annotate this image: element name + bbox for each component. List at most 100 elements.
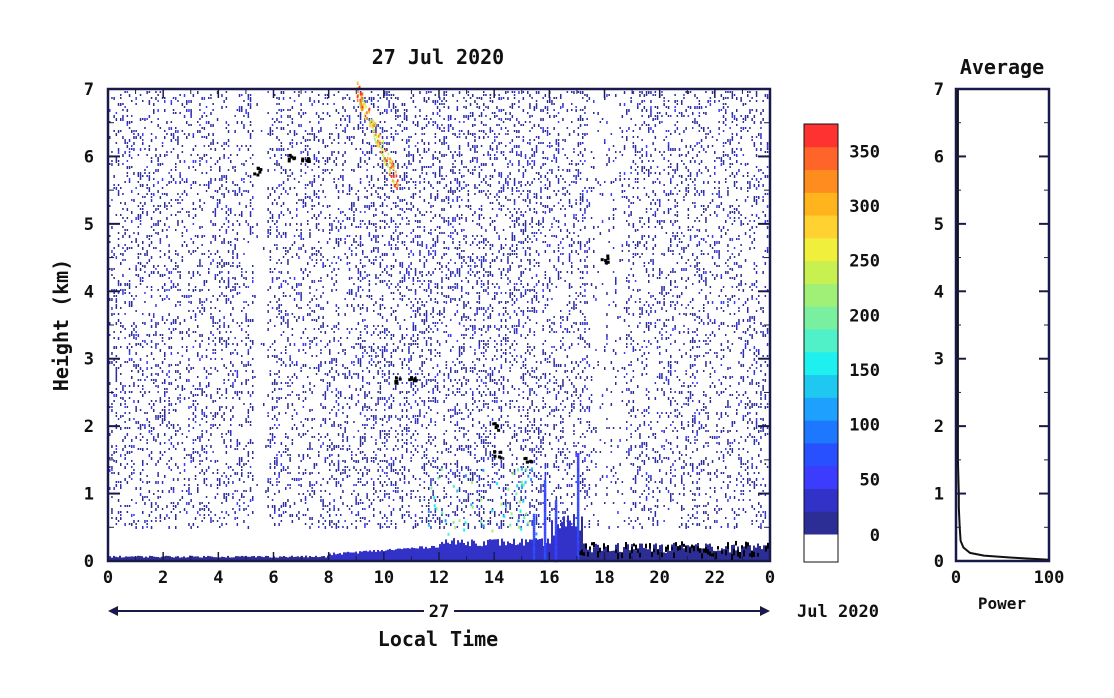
heatmap-cell: [278, 472, 280, 475]
heatmap-cell: [386, 448, 388, 450]
heatmap-cell: [269, 217, 272, 219]
heatmap-cell: [355, 469, 357, 471]
heatmap-cell: [230, 154, 232, 156]
heatmap-cell: [430, 184, 432, 187]
heatmap-cell: [225, 445, 228, 448]
heatmap-cell: [324, 331, 327, 334]
heatmap-cell: [203, 508, 206, 511]
heatmap-cell: [150, 271, 153, 274]
heatmap-cell: [276, 301, 278, 303]
heatmap-cell: [148, 244, 151, 247]
heatmap-cell: [439, 214, 441, 217]
heatmap-cell: [362, 130, 364, 133]
heatmap-cell: [445, 430, 448, 432]
heatmap-cell: [452, 232, 454, 234]
heatmap-cell: [450, 301, 452, 303]
heatmap-cell: [364, 205, 366, 208]
heatmap-cell: [362, 370, 364, 372]
heatmap-cell: [432, 310, 434, 313]
heatmap-cell: [381, 235, 384, 237]
heatmap-cell: [370, 193, 373, 196]
heatmap-cell: [201, 433, 203, 436]
heatmap-cell: [401, 517, 404, 519]
heatmap-cell: [269, 439, 272, 442]
heatmap-cell: [109, 466, 111, 468]
heatmap-cell: [232, 406, 234, 409]
heatmap-cell: [210, 148, 212, 150]
heatmap-cell: [269, 370, 272, 372]
heatmap-cell: [342, 502, 344, 505]
heatmap-cell: [318, 250, 320, 253]
heatmap-cell: [247, 94, 250, 97]
heatmap-cell: [359, 112, 362, 115]
heatmap-cell: [333, 523, 335, 525]
heatmap-cell: [214, 190, 217, 192]
heatmap-cell: [225, 121, 228, 124]
heatmap-cell: [351, 253, 353, 256]
heatmap-cell: [192, 346, 195, 348]
heatmap-cell: [366, 100, 368, 103]
heatmap-cell: [384, 514, 386, 517]
heatmap-cell: [278, 184, 280, 187]
heatmap-cell: [109, 433, 111, 436]
heatmap-cell: [153, 379, 155, 381]
heatmap-cell: [267, 289, 269, 291]
heatmap-cell: [337, 328, 340, 330]
heatmap-cell: [223, 364, 225, 367]
heatmap-cell: [247, 409, 250, 412]
heatmap-cell: [386, 349, 388, 352]
heatmap-cell: [212, 319, 214, 322]
heatmap-cell: [113, 253, 115, 256]
heatmap-cell: [335, 394, 338, 397]
heatmap-cell: [139, 358, 142, 361]
heatmap-cell: [192, 181, 195, 184]
heatmap-cell: [293, 502, 296, 505]
heatmap-cell: [122, 226, 124, 228]
heatmap-cell: [139, 253, 142, 255]
heatmap-cell: [428, 142, 430, 145]
heatmap-cell: [170, 331, 173, 334]
heatmap-cell: [197, 394, 199, 396]
heatmap-cell: [390, 415, 393, 418]
heatmap-cell: [447, 115, 450, 118]
heatmap-cell: [432, 163, 434, 166]
heatmap-cell: [392, 163, 395, 166]
heatmap-cell: [278, 388, 280, 390]
heatmap-cell: [256, 484, 258, 486]
heatmap-cell: [375, 364, 377, 367]
heatmap-cell: [278, 451, 280, 453]
heatmap-cell: [386, 421, 388, 423]
heatmap-cell: [302, 349, 305, 351]
heatmap-cell: [120, 289, 122, 291]
heatmap-cell: [357, 268, 360, 271]
heatmap-cell: [113, 313, 115, 315]
heatmap-cell: [397, 196, 399, 199]
heatmap-cell: [397, 283, 399, 286]
heatmap-cell: [157, 124, 159, 127]
heatmap-cell: [175, 163, 177, 165]
heatmap-cell: [115, 427, 118, 429]
heatmap-cell: [175, 514, 177, 517]
heatmap-cell: [245, 319, 247, 322]
heatmap-cell: [267, 112, 269, 114]
heatmap-cell: [417, 379, 419, 381]
heatmap-cell: [223, 295, 225, 297]
heatmap-cell: [232, 307, 234, 310]
heatmap-cell: [425, 448, 428, 451]
heatmap-cell: [205, 355, 208, 358]
heatmap-cell: [439, 226, 441, 229]
heatmap-cell: [359, 166, 362, 168]
heatmap-cell: [335, 262, 338, 264]
heatmap-cell: [412, 196, 415, 199]
heatmap-cell: [172, 502, 175, 504]
heatmap-cell: [366, 127, 368, 130]
heatmap-cell: [432, 217, 434, 219]
heatmap-cell: [381, 430, 384, 432]
heatmap-cell: [302, 391, 305, 393]
heatmap-cell: [419, 211, 421, 214]
heatmap-cell: [439, 523, 441, 525]
heatmap-cell: [230, 313, 232, 316]
heatmap-cell: [265, 445, 267, 448]
heatmap-cell: [148, 454, 151, 457]
heatmap-cell: [421, 505, 423, 507]
